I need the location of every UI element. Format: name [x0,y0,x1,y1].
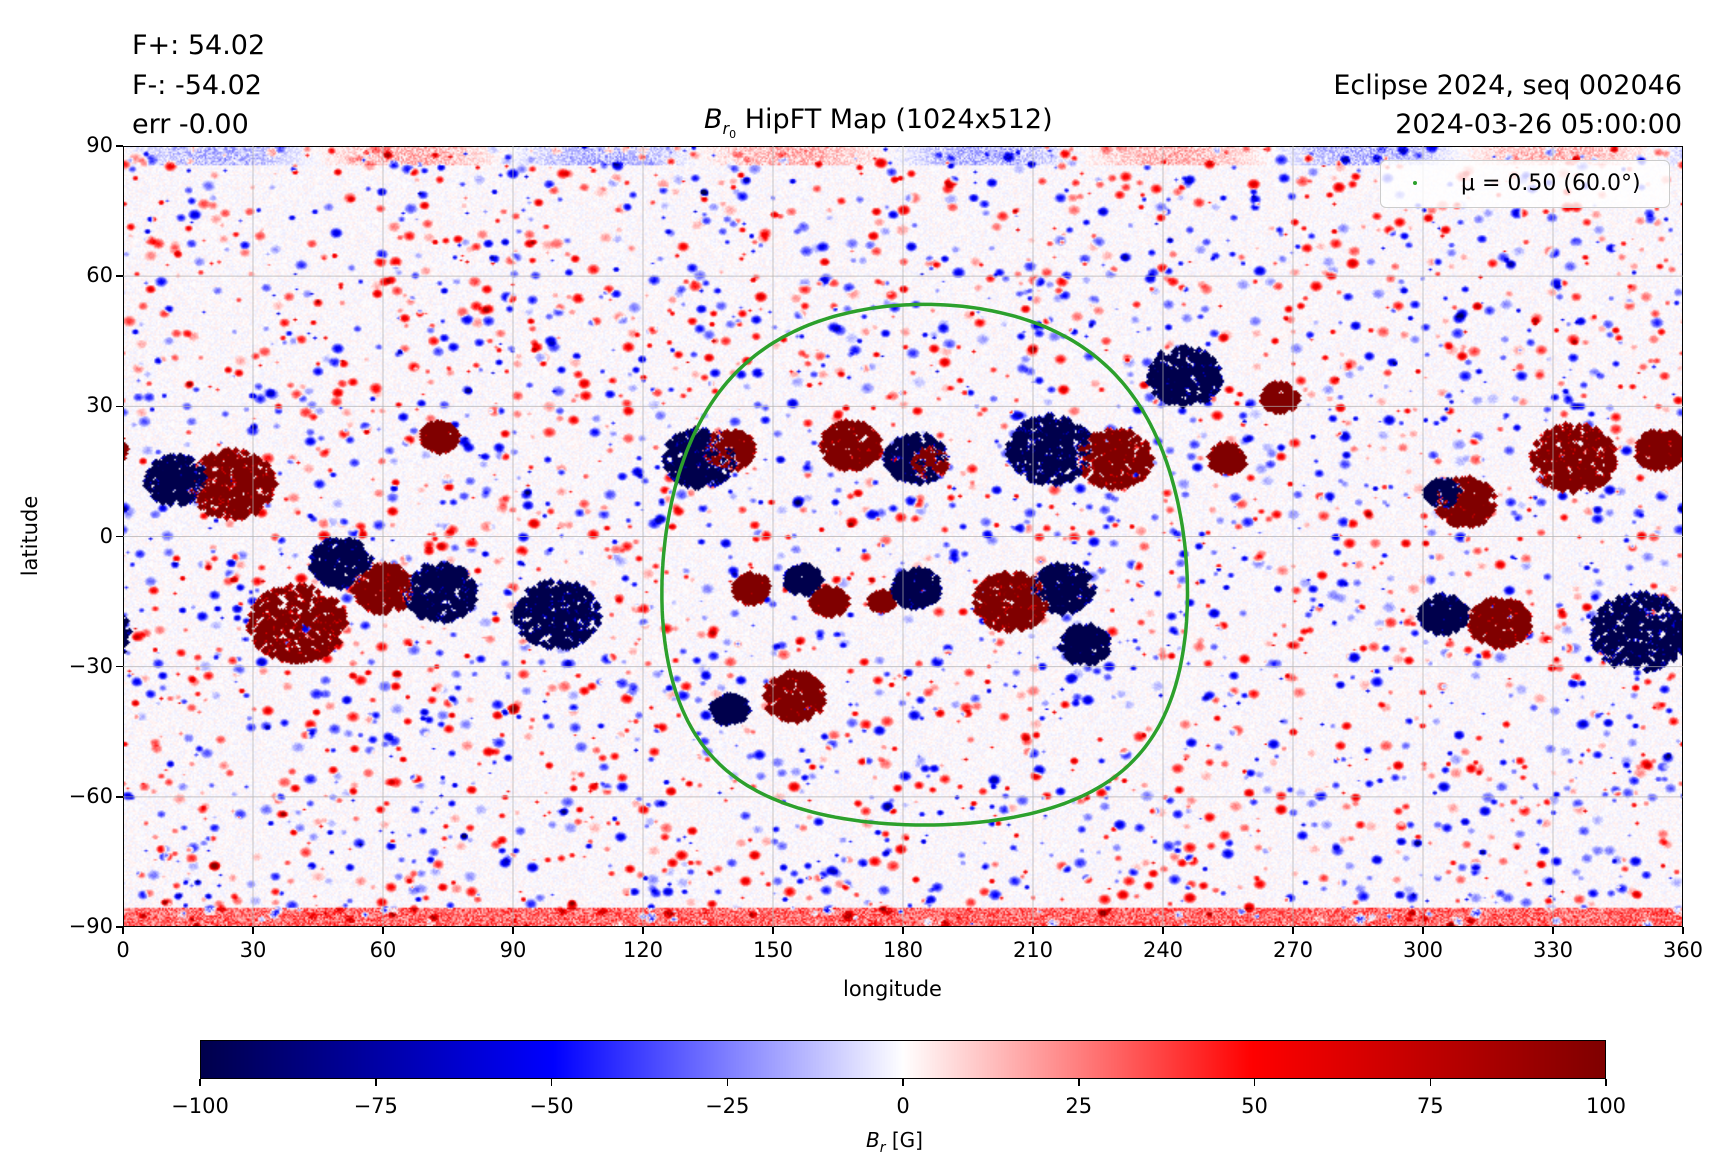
colorbar-tick-label: −100 [171,1094,229,1118]
colorbar-tick-mark [1605,1079,1607,1086]
colorbar-tick-mark [1253,1079,1256,1086]
x-tick-mark [902,927,904,934]
cbar-label-sym: B [866,1128,880,1152]
colorbar-tick-label: 75 [1416,1094,1444,1118]
y-tick-label: −90 [68,914,113,938]
colorbar-tick-mark [550,1079,553,1086]
chart-title: Br0 HipFT Map (1024x512) [704,104,1053,142]
colorbar-tick-mark [199,1079,201,1086]
x-tick-label: 210 [1012,938,1054,962]
x-tick-mark [512,927,514,934]
map-overlay [123,146,1683,927]
x-tick-mark [1422,927,1424,934]
x-tick-mark [122,927,124,934]
y-axis-label: latitude [18,495,42,577]
x-tick-label: 330 [1532,938,1574,962]
x-tick-label: 0 [116,938,130,962]
x-tick-label: 60 [369,938,397,962]
y-tick-mark [116,926,123,928]
colorbar-tick-mark [1429,1079,1431,1086]
colorbar-tick-label: 0 [896,1094,910,1118]
x-tick-mark [1292,927,1294,934]
y-tick-mark [116,535,123,538]
flux-positive: F+: 54.02 [132,30,266,61]
flux-negative: F-: -54.02 [132,70,262,101]
cbar-label-sub: r [879,1140,886,1156]
colorbar-label: Br [G] [866,1128,923,1156]
title-subsub: 0 [729,128,737,142]
legend: μ = 0.50 (60.0°) [1380,160,1670,208]
y-tick-mark [116,665,123,668]
x-tick-label: 120 [622,938,664,962]
y-tick-mark [116,405,123,408]
x-tick-mark [1162,927,1164,934]
title-text: HipFT Map (1024x512) [736,104,1053,135]
legend-label: μ = 0.50 (60.0°) [1461,171,1641,196]
colorbar [200,1040,1606,1079]
colorbar-tick-label: −25 [705,1094,750,1118]
x-tick-mark [252,927,254,934]
x-tick-mark [382,927,384,934]
colorbar-tick-label: 25 [1065,1094,1093,1118]
colorbar-tick-mark [375,1079,377,1086]
colorbar-tick-label: −50 [529,1094,574,1118]
x-tick-label: 30 [239,938,267,962]
x-tick-mark [1032,927,1034,934]
colorbar-tick-label: 100 [1585,1094,1627,1118]
x-tick-mark [772,927,774,934]
flux-error: err -0.00 [132,109,249,140]
y-tick-label: 0 [99,523,113,548]
title-sub: r [722,119,730,139]
y-tick-mark [116,145,123,147]
colorbar-tick-mark [902,1079,904,1086]
x-tick-mark [642,927,644,934]
legend-marker-icon [1413,181,1417,185]
x-tick-label: 180 [882,938,924,962]
x-tick-label: 300 [1402,938,1444,962]
colorbar-tick-label: −75 [353,1094,398,1118]
x-tick-mark [1552,927,1554,934]
x-tick-mark [1682,927,1684,934]
y-tick-label: 90 [86,133,113,157]
colorbar-tick-label: 50 [1241,1094,1268,1118]
y-tick-mark [116,275,123,277]
x-tick-label: 240 [1142,938,1184,962]
timestamp: 2024-03-26 05:00:00 [1395,109,1682,140]
x-tick-label: 270 [1272,938,1314,962]
x-tick-label: 360 [1662,938,1704,962]
event-label: Eclipse 2024, seq 002046 [1333,70,1682,101]
colorbar-tick-mark [1078,1079,1080,1086]
x-axis-label: longitude [843,977,942,1001]
y-tick-label: −60 [68,783,113,808]
y-tick-label: −30 [68,653,113,678]
y-tick-mark [116,796,123,798]
x-tick-label: 150 [752,938,794,962]
cbar-label-unit: [G] [885,1128,923,1152]
x-tick-label: 90 [499,938,527,962]
mu-contour-line [660,302,1190,827]
title-symbol: B [704,104,723,135]
y-tick-label: 60 [86,263,113,288]
colorbar-tick-mark [726,1079,728,1086]
y-tick-label: 30 [86,393,113,418]
